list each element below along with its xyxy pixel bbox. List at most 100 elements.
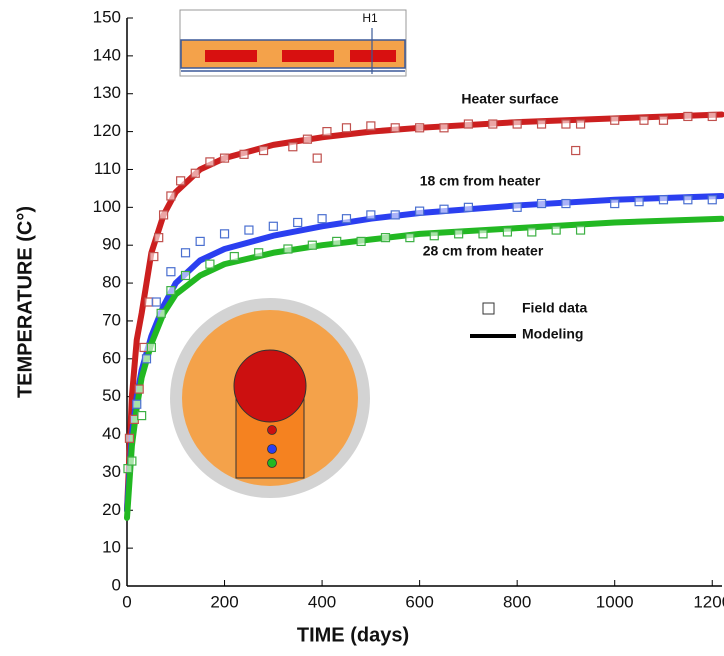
field-point: [366, 121, 376, 131]
y-tick-label: 90: [102, 235, 121, 254]
y-axis-label: TEMPERATURE (C°): [14, 206, 36, 398]
field-point: [390, 123, 400, 133]
field-point: [219, 229, 230, 239]
field-point: [205, 259, 215, 269]
y-tick-label: 150: [93, 7, 121, 26]
y-tick-label: 70: [102, 310, 121, 329]
field-point: [134, 384, 144, 394]
field-point: [166, 191, 176, 201]
y-tick-label: 30: [102, 462, 121, 481]
field-point: [190, 168, 200, 178]
field-point: [154, 233, 164, 243]
field-point: [293, 217, 303, 228]
field-point: [195, 236, 205, 247]
field-point: [551, 225, 561, 235]
field-point: [317, 214, 327, 224]
x-tick-label: 0: [122, 592, 131, 611]
field-point: [244, 225, 254, 235]
field-point: [415, 123, 425, 133]
field-point: [707, 111, 717, 122]
field-point: [123, 464, 133, 474]
y-tick-label: 0: [112, 575, 121, 594]
field-point: [229, 251, 239, 262]
field-point: [683, 195, 693, 205]
field-point: [341, 214, 352, 224]
heater-section-inset: [179, 9, 407, 77]
field-point: [146, 342, 156, 353]
field-point: [610, 115, 620, 125]
field-point: [366, 210, 376, 220]
x-tick-label: 400: [308, 592, 336, 611]
field-point: [488, 119, 498, 129]
field-point: [258, 145, 269, 156]
field-point: [536, 119, 547, 129]
field-point: [561, 119, 571, 129]
field-point: [527, 227, 537, 237]
field-point: [176, 176, 186, 186]
x-tick-label: 200: [210, 592, 238, 611]
y-tick-label: 130: [93, 83, 121, 102]
field-point: [512, 119, 522, 129]
field-point: [463, 119, 473, 129]
field-point: [415, 206, 425, 216]
field-point: [380, 233, 391, 243]
field-point: [512, 202, 522, 212]
x-tick-label: 1200: [693, 592, 724, 611]
field-point: [575, 225, 586, 235]
field-point: [405, 233, 415, 243]
annotation: H1: [362, 11, 378, 25]
x-tick-label: 800: [503, 592, 531, 611]
field-point: [639, 115, 649, 125]
field-point: [356, 236, 366, 247]
annotation: 28 cm from heater: [423, 243, 544, 259]
field-point: [575, 119, 586, 129]
field-point: [302, 134, 313, 144]
y-tick-label: 40: [102, 424, 121, 443]
field-point: [151, 297, 161, 307]
y-tick-label: 100: [93, 197, 121, 216]
field-point: [149, 251, 159, 262]
field-point: [156, 308, 166, 318]
field-point: [307, 240, 317, 250]
field-point: [322, 126, 332, 137]
legend: Field data Modeling: [470, 300, 588, 342]
field-point: [478, 229, 488, 239]
legend-label: Modeling: [522, 326, 583, 342]
field-point: [124, 433, 135, 443]
field-point: [180, 248, 191, 258]
y-tick-label: 50: [102, 386, 121, 405]
annotation: Heater surface: [461, 91, 558, 107]
x-axis-label: TIME (days): [297, 624, 409, 646]
field-point: [439, 204, 449, 214]
tunnel-section-inset: [170, 298, 370, 498]
legend-symbol: [482, 302, 495, 315]
field-point: [219, 153, 230, 163]
y-tick-label: 60: [102, 348, 121, 367]
field-point: [332, 236, 342, 247]
field-point: [683, 111, 693, 122]
field-point: [707, 195, 717, 205]
x-tick-label: 600: [405, 592, 433, 611]
x-tick-label: 1000: [596, 592, 634, 611]
field-point: [571, 145, 581, 156]
field-point: [312, 153, 322, 163]
field-point: [166, 267, 176, 277]
field-point: [180, 270, 191, 281]
field-point: [254, 248, 264, 258]
field-point: [536, 198, 547, 209]
y-tick-label: 140: [93, 45, 121, 64]
field-point: [454, 229, 464, 239]
field-point: [288, 142, 298, 152]
field-point: [429, 231, 439, 241]
field-point: [205, 157, 215, 167]
field-point: [141, 354, 152, 364]
field-point: [658, 115, 669, 125]
field-point: [634, 197, 644, 207]
field-point: [561, 198, 571, 209]
annotation: 18 cm from heater: [420, 173, 541, 189]
field-point: [390, 210, 400, 220]
field-point: [341, 123, 352, 133]
y-tick-label: 80: [102, 273, 121, 292]
field-point: [439, 123, 449, 133]
